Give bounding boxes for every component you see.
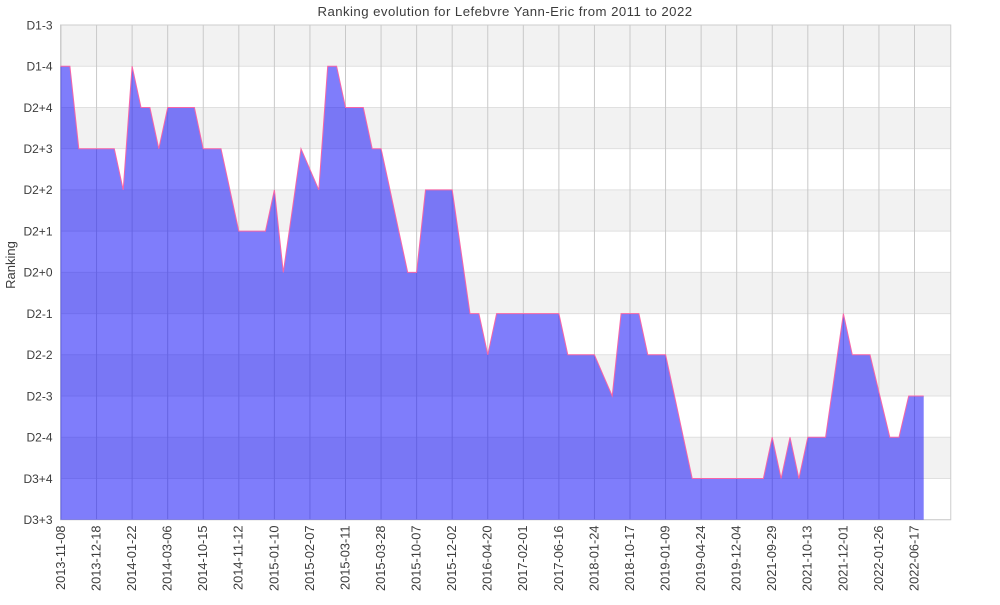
svg-text:2014-10-15: 2014-10-15 bbox=[195, 526, 210, 591]
svg-text:D2+0: D2+0 bbox=[23, 266, 52, 280]
svg-text:2015-01-10: 2015-01-10 bbox=[266, 526, 281, 591]
svg-text:Ranking evolution for Lefebvre: Ranking evolution for Lefebvre Yann-Eric… bbox=[317, 4, 692, 19]
svg-text:D2+4: D2+4 bbox=[23, 101, 52, 115]
svg-text:2015-10-07: 2015-10-07 bbox=[409, 526, 424, 591]
svg-text:D1-4: D1-4 bbox=[26, 60, 52, 74]
svg-text:2019-12-04: 2019-12-04 bbox=[729, 526, 744, 591]
svg-text:2019-04-24: 2019-04-24 bbox=[693, 526, 708, 591]
svg-text:2022-06-17: 2022-06-17 bbox=[906, 526, 921, 591]
svg-text:2018-10-17: 2018-10-17 bbox=[622, 526, 637, 591]
svg-text:2016-04-20: 2016-04-20 bbox=[480, 526, 495, 591]
svg-text:D1-3: D1-3 bbox=[26, 18, 52, 32]
svg-text:2015-02-07: 2015-02-07 bbox=[302, 526, 317, 591]
svg-text:2021-10-13: 2021-10-13 bbox=[800, 526, 815, 591]
svg-text:2022-01-26: 2022-01-26 bbox=[871, 526, 886, 591]
svg-text:D2-4: D2-4 bbox=[26, 431, 52, 445]
svg-text:2019-01-09: 2019-01-09 bbox=[658, 526, 673, 591]
svg-text:2013-12-18: 2013-12-18 bbox=[89, 526, 104, 591]
svg-text:D2-1: D2-1 bbox=[26, 307, 52, 321]
svg-text:2014-11-12: 2014-11-12 bbox=[231, 526, 246, 591]
svg-text:D2+1: D2+1 bbox=[23, 224, 52, 238]
svg-text:2014-01-22: 2014-01-22 bbox=[124, 526, 139, 591]
svg-text:2021-12-01: 2021-12-01 bbox=[835, 526, 850, 591]
svg-text:D3+3: D3+3 bbox=[23, 513, 52, 527]
svg-text:2013-11-08: 2013-11-08 bbox=[53, 526, 68, 591]
svg-text:2017-02-01: 2017-02-01 bbox=[515, 526, 530, 591]
svg-text:2017-06-16: 2017-06-16 bbox=[551, 526, 566, 591]
svg-text:2015-03-11: 2015-03-11 bbox=[337, 526, 352, 591]
svg-text:2018-01-24: 2018-01-24 bbox=[586, 526, 601, 591]
svg-text:2015-12-02: 2015-12-02 bbox=[444, 526, 459, 591]
svg-text:D2+2: D2+2 bbox=[23, 183, 52, 197]
svg-text:2014-03-06: 2014-03-06 bbox=[160, 526, 175, 591]
svg-text:D2-3: D2-3 bbox=[26, 389, 52, 403]
svg-text:2015-03-28: 2015-03-28 bbox=[373, 526, 388, 591]
svg-text:D2-2: D2-2 bbox=[26, 348, 52, 362]
svg-text:2021-09-29: 2021-09-29 bbox=[764, 526, 779, 591]
svg-text:Ranking: Ranking bbox=[3, 241, 18, 289]
svg-text:D3+4: D3+4 bbox=[23, 472, 52, 486]
svg-text:D2+3: D2+3 bbox=[23, 142, 52, 156]
